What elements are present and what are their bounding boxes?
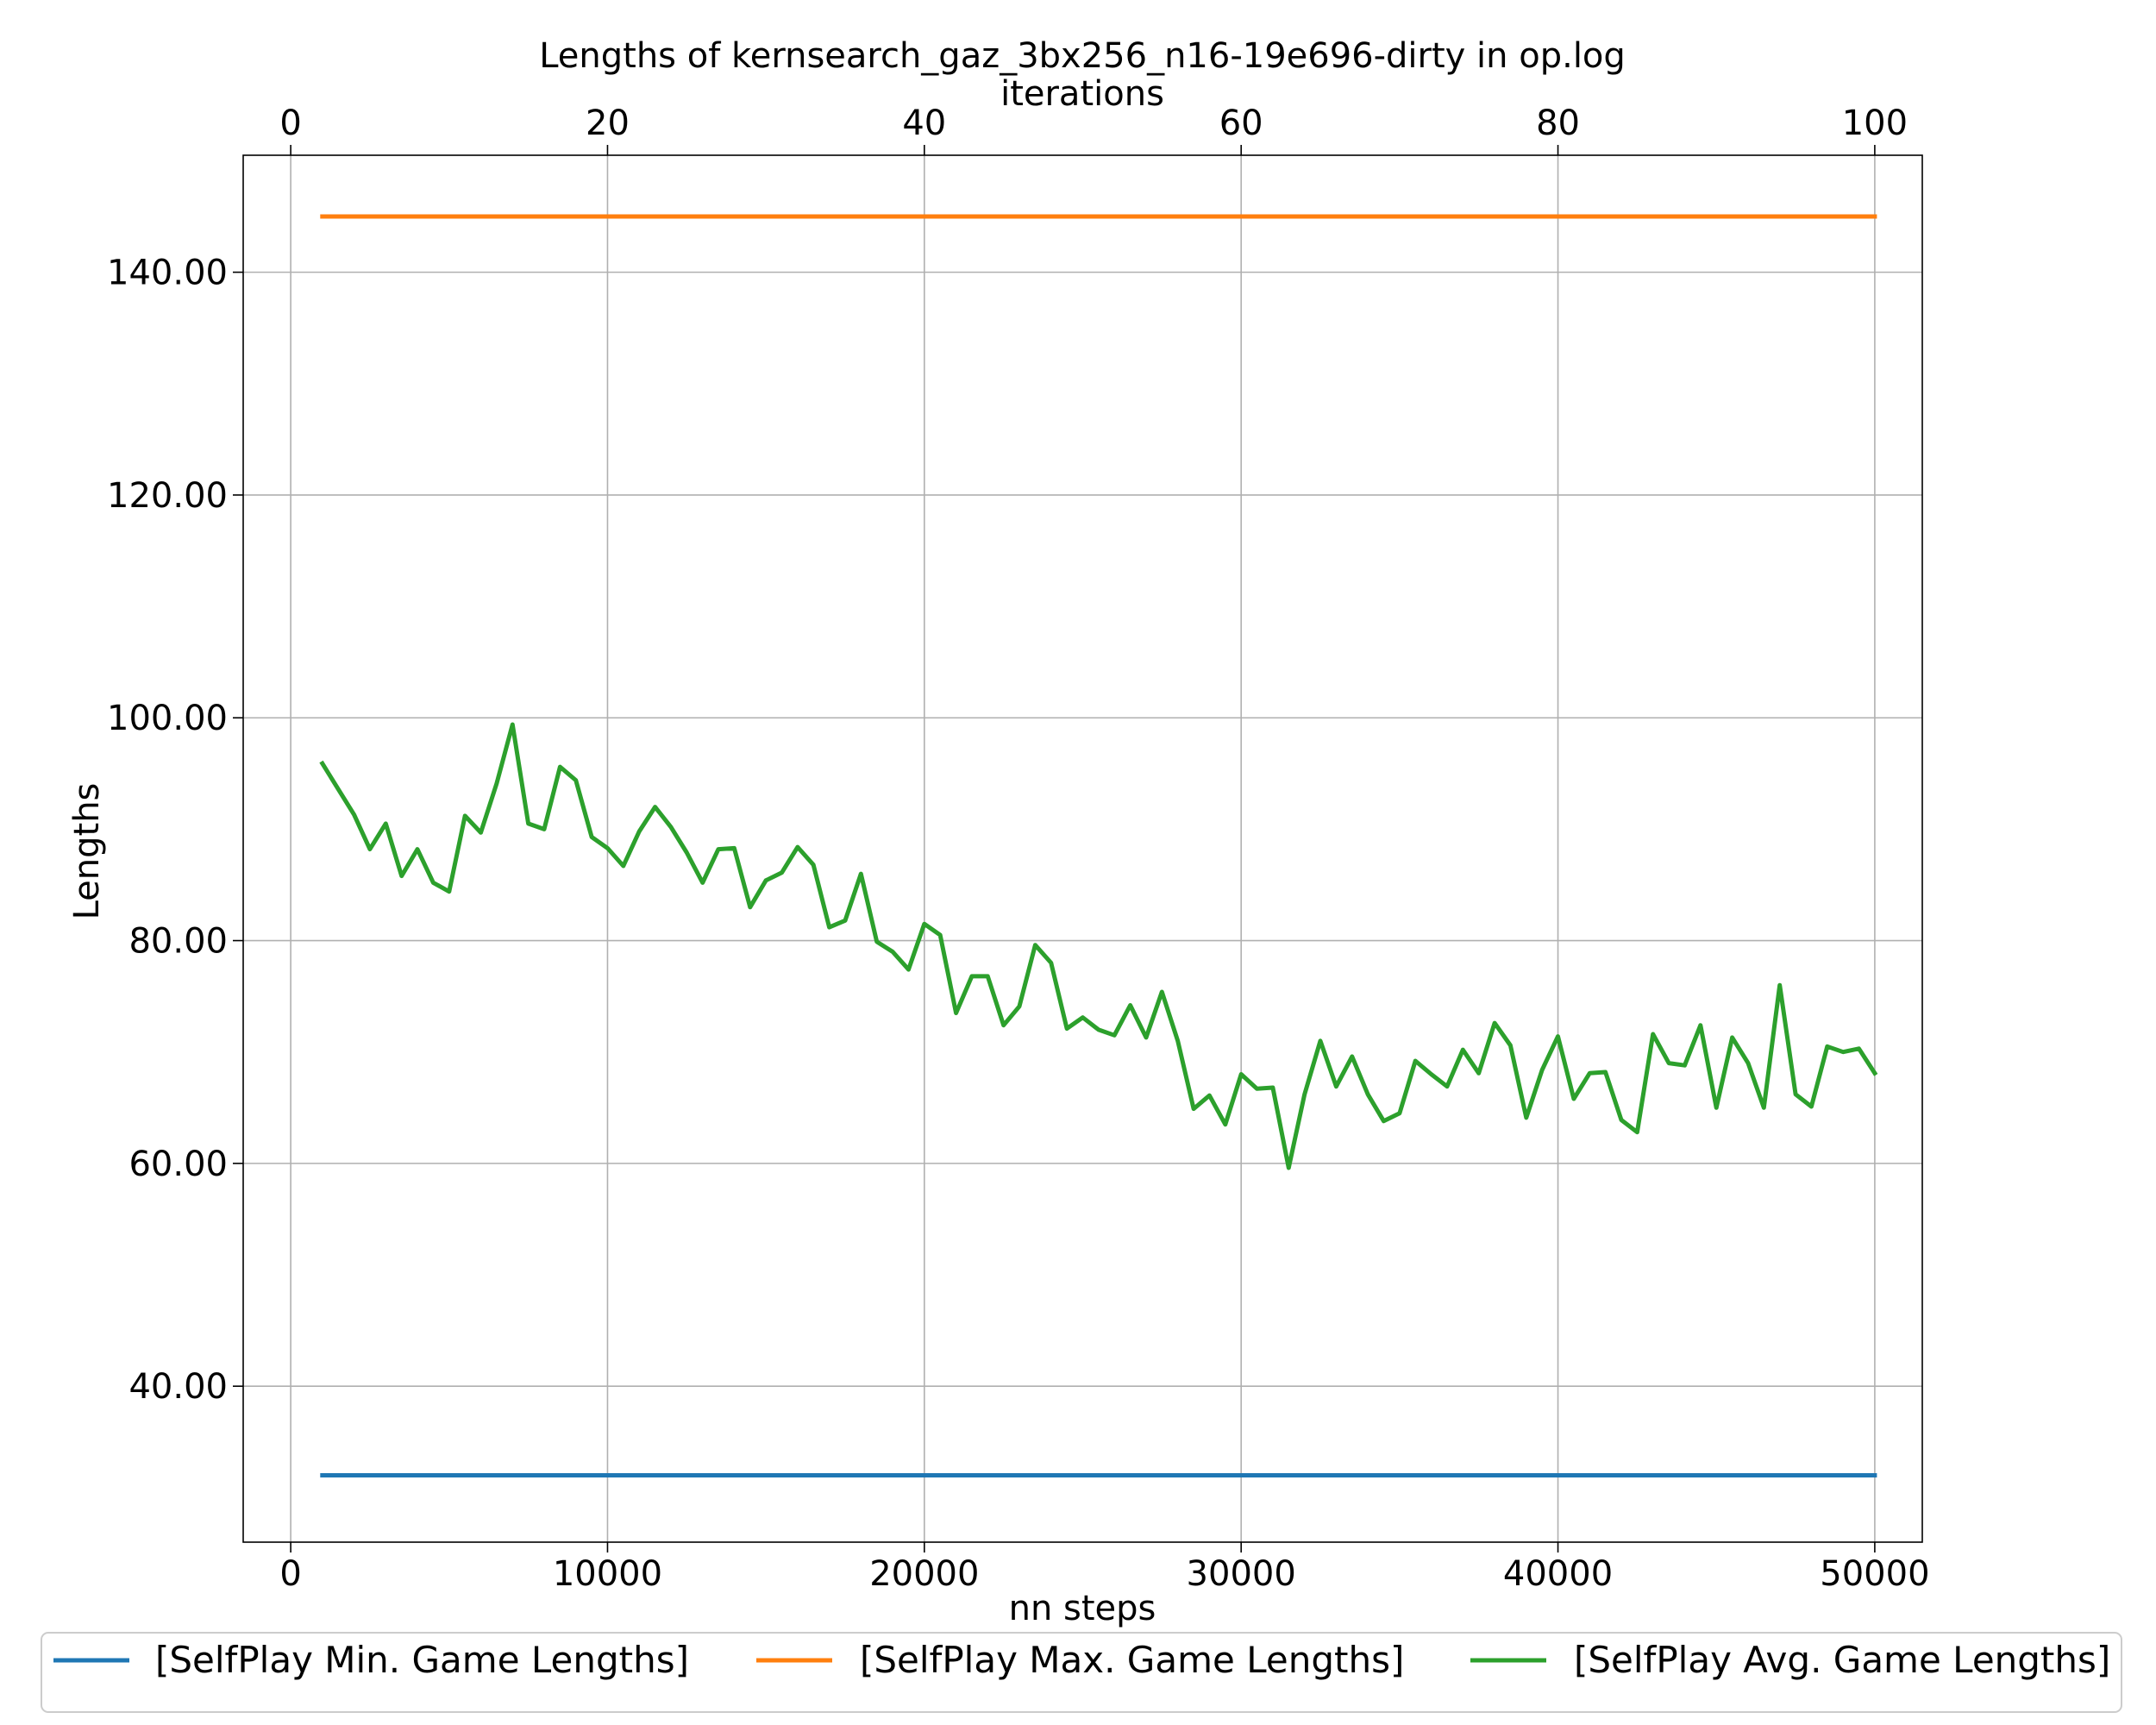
legend-label-min: [SelfPlay Min. Game Lengths]	[155, 1639, 689, 1681]
x2-tick-label: 60	[1219, 104, 1263, 143]
x-tick-label: 0	[279, 1554, 301, 1594]
y-axis-title: Lengths	[67, 783, 107, 920]
y-tick-label: 40.00	[128, 1367, 228, 1407]
y-tick-label: 80.00	[128, 922, 228, 962]
plot-frame	[242, 154, 1923, 1543]
legend-box	[41, 1632, 2122, 1713]
y-tick-label: 120.00	[107, 476, 228, 516]
y-tick-label: 100.00	[107, 699, 228, 738]
legend: [SelfPlay Min. Game Lengths] [SelfPlay M…	[41, 1632, 2122, 1713]
x2-tick-label: 20	[586, 104, 630, 143]
x2-tick-label: 0	[279, 104, 301, 143]
x-tick-label: 10000	[553, 1554, 662, 1594]
x2-axis-title: iterations	[1000, 74, 1164, 114]
grid	[243, 155, 1922, 1542]
x2-tick-label: 80	[1536, 104, 1580, 143]
x-tick-label: 30000	[1187, 1554, 1296, 1594]
legend-label-max: [SelfPlay Max. Game Lengths]	[860, 1639, 1404, 1681]
ticks: 0 10000 20000 30000 40000 50000 0 20 40 60 80 100 40…	[107, 104, 1929, 1594]
y-tick-label: 140.00	[107, 254, 228, 293]
x-tick-label: 40000	[1503, 1554, 1613, 1594]
series-layer	[319, 214, 1878, 1477]
y-tick-label: 60.00	[128, 1145, 228, 1184]
x2-tick-label: 40	[902, 104, 946, 143]
avg-game-lengths-line	[319, 722, 1878, 1170]
x-axis-title: nn steps	[1009, 1589, 1156, 1628]
legend-label-avg: [SelfPlay Avg. Game Lengths]	[1574, 1639, 2110, 1681]
x2-tick-label: 100	[1842, 104, 1908, 143]
x-tick-label: 50000	[1820, 1554, 1929, 1594]
chart-title: Lengths of kernsearch_gaz_3bx256_n16-19e…	[539, 36, 1626, 76]
x-tick-label: 20000	[869, 1554, 979, 1594]
